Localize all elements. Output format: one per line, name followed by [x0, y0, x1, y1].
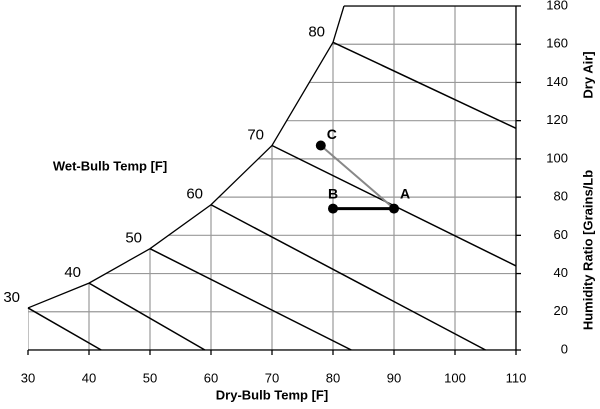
wet-bulb-value: 30 [3, 289, 20, 306]
state-point [315, 140, 326, 151]
y-tick-label: 40 [554, 265, 568, 280]
process-line [320, 144, 395, 210]
grid [28, 6, 516, 350]
wet-bulb-line [27, 307, 102, 351]
wet-bulb-value: 70 [247, 126, 264, 143]
point-label: C [327, 126, 337, 142]
y-tick-label: 160 [546, 36, 568, 51]
wet-bulb-line [210, 204, 486, 351]
x-tick-label: 70 [265, 370, 279, 385]
state-point [328, 203, 338, 214]
y-tick-label: 180 [546, 0, 568, 12]
wet-bulb-line [88, 282, 206, 351]
wet-bulb-value: 80 [308, 23, 325, 40]
x-tick-label: 100 [444, 370, 466, 385]
point-label: A [400, 185, 410, 201]
x-tick-label: 40 [82, 370, 96, 385]
y-tick-label: 140 [546, 74, 568, 89]
y-tick-label: 80 [554, 189, 568, 204]
x-tick-label: 90 [387, 370, 401, 385]
wet-bulb-value: 60 [186, 186, 203, 203]
point-label: B [328, 185, 338, 201]
x-tick-label: 50 [143, 370, 157, 385]
wet-bulb-line [332, 41, 517, 129]
x-tick-label: 30 [21, 370, 35, 385]
wet-bulb-line [149, 248, 352, 351]
x-tick-label: 80 [326, 370, 340, 385]
wet-bulb-value: 40 [64, 264, 81, 281]
wet-bulb-label: Wet-Bulb Temp [F] [53, 158, 167, 173]
x-tick-label: 110 [506, 370, 527, 385]
x-tick-label: 60 [204, 370, 218, 385]
y-tick-label: 100 [546, 150, 568, 165]
y-tick-label: 60 [554, 227, 568, 242]
y-axis-title: Humidity Ratio [Grains/Lb [580, 170, 595, 330]
y-tick-label: 20 [554, 303, 568, 318]
state-point [389, 203, 399, 214]
y-tick-label: 120 [546, 112, 568, 127]
y-axis-title: Dry Air] [580, 51, 595, 98]
wet-bulb-value: 50 [125, 230, 142, 247]
x-axis-title: Dry-Bulb Temp [F] [216, 387, 328, 402]
y-tick-label: 0 [561, 341, 568, 356]
